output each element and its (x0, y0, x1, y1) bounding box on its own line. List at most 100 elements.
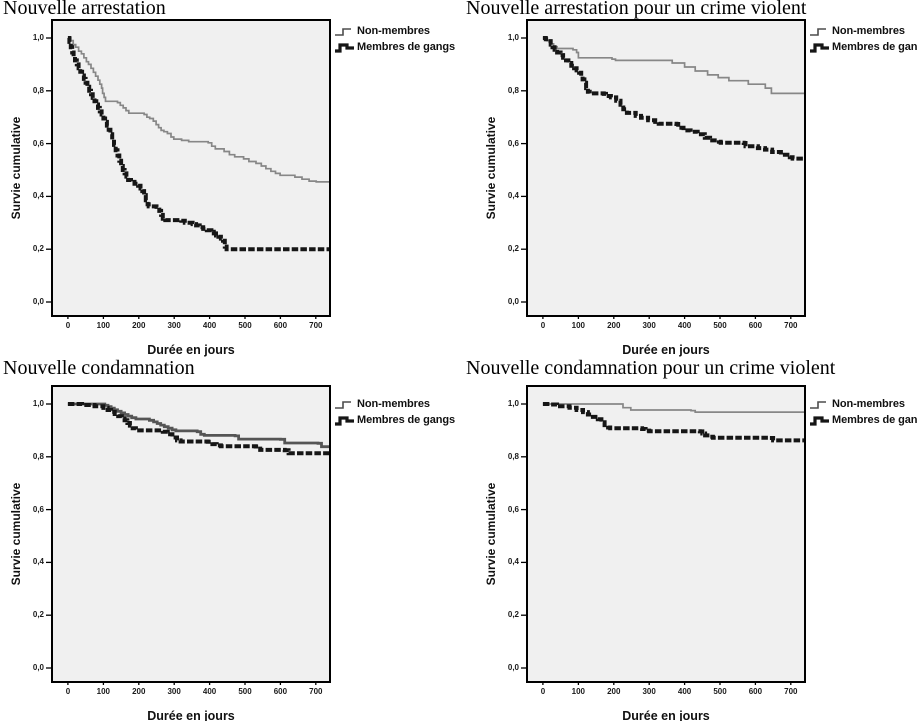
plot-region: Survie cumulative 1,0 0,8 0,6 0,4 0,2 0,0 0 10… (484, 19, 917, 357)
y-tick-label: 0,2 (507, 610, 519, 620)
x-tick-label: 500 (713, 687, 727, 696)
legend: Non-membres Membres de gangs (809, 396, 917, 428)
membres-de-gangs-line-icon (810, 415, 829, 426)
y-tick-label: 0,4 (507, 191, 519, 201)
y-tick-label: 0,8 (507, 85, 519, 95)
y-tick-label: 1,0 (507, 32, 519, 42)
y-tick-label: 1,0 (507, 398, 519, 408)
non-membres-line-icon (810, 400, 826, 409)
x-axis-label: Durée en jours (147, 343, 235, 357)
x-tick-label: 300 (642, 687, 656, 696)
membres-de-gangs-line-icon (810, 42, 829, 53)
chart-title: Nouvelle arrestation pour un crime viole… (466, 0, 807, 19)
legend-item-membres-de-gangs: Membres de gangs (809, 412, 917, 428)
x-tick-label: 400 (677, 687, 692, 696)
legend-label-membres-de-gangs: Membres de gangs (357, 414, 456, 426)
x-tick-label: 600 (748, 687, 763, 696)
y-tick-label: 0,4 (32, 557, 44, 567)
x-tick-label: 700 (309, 687, 323, 696)
y-tick-label: 0,0 (32, 297, 44, 306)
membres-de-gangs-curve (542, 402, 805, 443)
x-tick-label: 200 (607, 687, 621, 696)
non-membres-curve (67, 402, 330, 449)
plot-border (526, 19, 806, 317)
plot-area (521, 385, 806, 685)
x-tick-label: 100 (571, 321, 586, 330)
x-tick-label: 300 (167, 687, 181, 696)
y-tick-label: 0,0 (507, 663, 519, 672)
x-axis-label: Durée en jours (622, 343, 710, 357)
membres-de-gangs-line-icon (335, 42, 354, 53)
x-tick-label: 600 (748, 321, 763, 330)
y-tick-label: 0,0 (507, 297, 519, 306)
plot-background (52, 20, 330, 316)
non-membres-curve (542, 403, 805, 413)
y-axis-label: Survie cumulative (484, 482, 498, 586)
membres-de-gangs-line-icon (335, 415, 354, 426)
legend-label-non-membres: Non-membres (357, 398, 430, 410)
x-tick-label: 100 (96, 321, 111, 330)
survival-chart-cell: Nouvelle arrestation pour un crime viole… (458, 0, 917, 360)
y-tick-label: 0,6 (507, 138, 519, 148)
legend-item-membres-de-gangs: Membres de gangs (334, 39, 455, 55)
legend-item-non-membres: Non-membres (809, 23, 917, 39)
y-tick-label: 0,2 (507, 244, 519, 254)
x-tick-label: 700 (784, 687, 798, 696)
y-tick-label: 0,2 (32, 244, 44, 254)
chart-title: Nouvelle arrestation (3, 0, 166, 19)
x-tick-label: 100 (571, 687, 586, 696)
legend-item-membres-de-gangs: Membres de gangs (809, 39, 917, 55)
legend-item-non-membres: Non-membres (809, 396, 917, 412)
legend-item-membres-de-gangs: Membres de gangs (334, 412, 455, 428)
x-tick-label: 600 (273, 687, 288, 696)
x-axis-label: Durée en jours (147, 709, 235, 721)
x-tick-label: 400 (677, 321, 692, 330)
legend-label-non-membres: Non-membres (832, 398, 905, 410)
legend-label-non-membres: Non-membres (357, 25, 430, 37)
legend-label-membres-de-gangs: Membres de gangs (832, 414, 917, 426)
legend-label-non-membres: Non-membres (832, 25, 905, 37)
plot-area (46, 385, 331, 685)
y-tick-label: 0,8 (32, 85, 44, 95)
y-tick-label: 0,6 (507, 504, 519, 514)
plot-region: Survie cumulative 1,0 0,8 0,6 0,4 0,2 0,0 0 10… (9, 19, 455, 357)
plot-area (46, 19, 331, 319)
plot-region: Survie cumulative 1,0 0,8 0,6 0,4 0,2 0,0 0 10… (484, 385, 917, 721)
y-tick-label: 1,0 (32, 32, 44, 42)
y-tick-label: 0,6 (32, 138, 44, 148)
y-tick-label: 0,6 (32, 504, 44, 514)
non-membres-line-icon (335, 400, 351, 409)
legend-item-non-membres: Non-membres (334, 396, 455, 412)
x-tick-label: 100 (96, 687, 111, 696)
y-axis-label: Survie cumulative (484, 116, 498, 220)
x-tick-label: 300 (642, 321, 656, 330)
y-tick-label: 0,8 (507, 451, 519, 461)
legend-label-membres-de-gangs: Membres de gangs (357, 41, 456, 53)
plot-background (52, 386, 330, 682)
y-axis-label: Survie cumulative (9, 482, 23, 586)
membres-de-gangs-curve (67, 36, 330, 252)
x-tick-label: 600 (273, 321, 288, 330)
x-tick-label: 0 (65, 321, 71, 330)
survival-chart-cell: Nouvelle condamnation pour un crime viol… (458, 357, 917, 721)
x-tick-label: 400 (202, 321, 217, 330)
y-tick-label: 0,4 (32, 191, 44, 201)
x-tick-label: 700 (309, 321, 323, 330)
membres-de-gangs-curve (542, 36, 805, 161)
x-tick-label: 700 (784, 321, 798, 330)
x-tick-label: 500 (713, 321, 727, 330)
survival-chart-cell: Nouvelle condamnation Survie cumulative … (0, 357, 458, 721)
legend: Non-membres Membres de gangs (334, 23, 455, 55)
plot-background (527, 386, 805, 682)
membres-de-gangs-curve (67, 402, 330, 456)
non-membres-line-icon (810, 27, 826, 36)
x-tick-label: 0 (540, 687, 546, 696)
y-axis-label: Survie cumulative (9, 116, 23, 220)
non-membres-curve (67, 37, 330, 183)
y-tick-label: 0,4 (507, 557, 519, 567)
plot-border (526, 385, 806, 683)
x-tick-label: 200 (607, 321, 621, 330)
legend-label-membres-de-gangs: Membres de gangs (832, 41, 917, 53)
chart-title: Nouvelle condamnation (3, 357, 195, 379)
